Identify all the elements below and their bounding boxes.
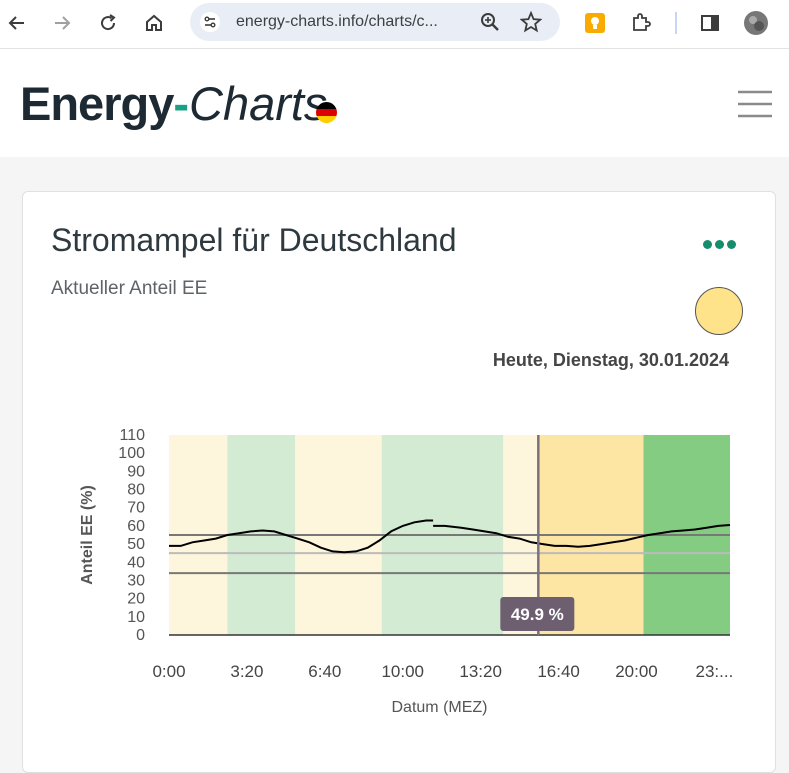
browser-toolbar: energy-charts.info/charts/c... [0, 0, 789, 49]
y-tick-label: 30 [127, 572, 145, 589]
extension-keep-button[interactable] [580, 8, 610, 38]
y-tick-label: 20 [127, 591, 145, 608]
keep-extension-icon [585, 13, 605, 33]
x-tick-label: 23:... [696, 662, 734, 681]
y-tick-label: 100 [118, 445, 145, 462]
marker-label: 49.9 % [511, 605, 564, 624]
x-tick-label: 13:20 [459, 662, 502, 681]
puzzle-icon [633, 13, 651, 31]
bookmark-star-icon[interactable] [519, 10, 543, 38]
series-line [169, 519, 434, 554]
y-tick-label: 70 [127, 500, 145, 517]
side-panel-button[interactable] [695, 8, 725, 38]
y-axis-label: Anteil EE (%) [79, 485, 96, 585]
extensions-button[interactable] [626, 8, 656, 38]
card-subtitle: Aktueller Anteil EE [51, 278, 208, 299]
x-axis-label: Datum (MEZ) [392, 699, 488, 716]
zoom-icon[interactable] [480, 12, 500, 37]
x-tick-label: 20:00 [615, 662, 658, 681]
logo-dash: - [173, 77, 189, 130]
logo-energy-text: Energy [20, 77, 174, 130]
y-tick-label: 90 [127, 463, 145, 480]
y-tick-label: 110 [119, 427, 145, 444]
y-tick-label: 0 [136, 627, 145, 644]
address-bar[interactable]: energy-charts.info/charts/c... [190, 3, 560, 41]
side-panel-icon [701, 15, 719, 31]
german-flag-icon [316, 102, 337, 123]
x-tick-label: 10:00 [381, 662, 424, 681]
series-line [433, 524, 731, 548]
home-icon [146, 14, 162, 31]
back-arrow-icon [8, 16, 24, 30]
x-tick-label: 0:00 [152, 662, 185, 681]
toolbar-divider [675, 12, 677, 34]
y-tick-label: 60 [127, 518, 145, 535]
traffic-light-indicator [695, 287, 743, 335]
more-dot-icon [715, 240, 724, 249]
site-header: Energy-Charts [0, 49, 789, 157]
more-options-button[interactable] [703, 236, 743, 254]
profile-avatar-button[interactable] [741, 8, 771, 38]
y-tick-label: 50 [127, 536, 145, 553]
x-tick-label: 3:20 [230, 662, 263, 681]
site-logo[interactable]: Energy-Charts [20, 76, 327, 132]
more-dot-icon [703, 240, 712, 249]
avatar-icon [744, 11, 768, 35]
date-label: Heute, Dienstag, 30.01.2024 [492, 350, 729, 370]
card-title: Stromampel für Deutschland [51, 222, 457, 258]
reload-button[interactable] [93, 8, 123, 38]
y-tick-label: 80 [127, 482, 145, 499]
more-dot-icon [727, 240, 736, 249]
hamburger-icon [738, 90, 772, 118]
logo-charts-text: Charts [189, 77, 328, 130]
home-button[interactable] [139, 8, 169, 38]
forward-button[interactable] [47, 8, 77, 38]
back-button[interactable] [2, 8, 32, 38]
forward-arrow-icon [55, 16, 71, 30]
hamburger-menu-button[interactable] [737, 89, 773, 119]
x-tick-label: 6:40 [308, 662, 341, 681]
y-tick-label: 10 [127, 609, 145, 626]
x-tick-label: 16:40 [537, 662, 580, 681]
y-tick-label: 40 [127, 554, 145, 571]
marker-label-box [500, 597, 575, 631]
site-info-icon[interactable] [200, 12, 220, 32]
url-text: energy-charts.info/charts/c... [236, 13, 438, 30]
reload-icon [101, 14, 116, 31]
